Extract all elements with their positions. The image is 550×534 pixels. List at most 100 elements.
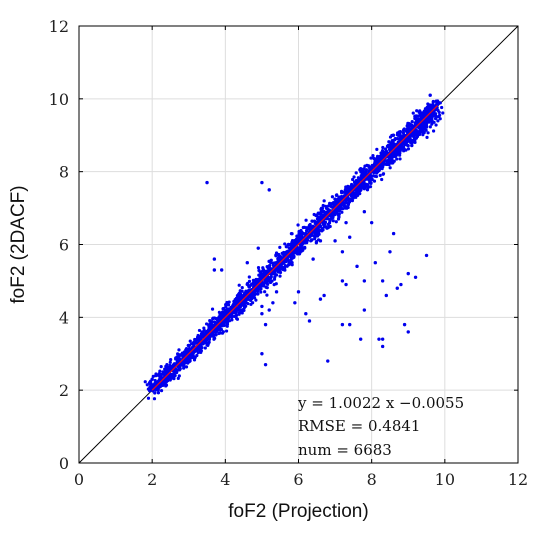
data-point <box>255 278 259 282</box>
data-point <box>421 127 426 131</box>
data-point <box>380 177 384 182</box>
data-point <box>260 311 264 316</box>
data-point <box>195 335 200 339</box>
data-point <box>300 242 304 247</box>
data-point <box>426 105 430 109</box>
data-point <box>267 264 271 269</box>
data-point <box>271 271 275 276</box>
data-point <box>318 212 322 216</box>
data-point <box>344 187 348 191</box>
data-point <box>271 301 275 305</box>
data-point <box>234 313 239 318</box>
data-point <box>165 362 169 367</box>
data-point <box>326 359 330 363</box>
data-point <box>262 272 267 277</box>
data-point <box>152 397 157 401</box>
data-point <box>342 204 346 208</box>
data-point <box>247 275 251 279</box>
data-point <box>221 312 225 316</box>
data-point <box>219 268 224 272</box>
data-point <box>355 264 359 269</box>
data-point <box>311 257 315 261</box>
data-point <box>326 217 330 221</box>
data-point <box>296 239 301 243</box>
data-point <box>290 232 294 236</box>
data-point <box>241 301 246 305</box>
data-point <box>249 298 253 302</box>
x-tick-label: 4 <box>220 470 230 489</box>
data-point <box>260 275 264 279</box>
data-point <box>321 228 325 232</box>
data-point <box>376 155 381 159</box>
data-point <box>146 396 151 400</box>
data-point <box>318 297 323 301</box>
data-point <box>190 355 195 360</box>
data-point <box>263 290 267 294</box>
data-point <box>416 114 420 118</box>
data-point <box>159 389 164 393</box>
y-axis-label: foF2 (2DACF) <box>8 185 29 303</box>
data-point <box>260 304 264 309</box>
data-point <box>304 311 308 316</box>
data-point <box>151 383 155 387</box>
data-point <box>182 366 186 370</box>
data-point <box>212 257 217 261</box>
data-point <box>172 370 176 374</box>
data-point <box>201 333 206 338</box>
data-point <box>283 242 287 246</box>
data-point <box>425 121 429 126</box>
data-point <box>388 135 393 139</box>
data-point <box>430 116 434 120</box>
data-point <box>250 282 254 286</box>
data-point <box>423 107 428 111</box>
data-point <box>177 374 181 378</box>
data-point <box>381 145 385 150</box>
data-point <box>406 136 410 140</box>
data-point <box>352 180 357 184</box>
data-point <box>436 119 440 123</box>
data-point <box>362 167 366 171</box>
x-tick-label: 6 <box>293 470 303 489</box>
data-point <box>273 275 277 279</box>
data-point <box>413 275 418 279</box>
data-point <box>326 204 331 208</box>
data-point <box>256 246 260 250</box>
data-point <box>205 180 209 185</box>
data-point <box>406 144 410 148</box>
data-point <box>267 268 271 272</box>
x-tick-label: 12 <box>508 470 528 489</box>
data-point <box>227 303 231 307</box>
data-point <box>230 318 234 322</box>
x-tick-label: 8 <box>367 470 377 489</box>
data-point <box>322 220 326 225</box>
data-point <box>274 261 279 265</box>
data-point <box>415 109 419 113</box>
data-point <box>158 369 162 373</box>
data-point <box>293 250 297 254</box>
data-point <box>436 108 440 113</box>
data-point <box>339 204 343 208</box>
data-point <box>362 181 367 186</box>
data-point <box>203 340 207 345</box>
data-point <box>351 195 355 199</box>
data-point <box>227 315 231 320</box>
data-point <box>344 220 348 225</box>
data-point <box>421 133 425 137</box>
data-point <box>278 270 283 275</box>
data-point <box>317 231 321 235</box>
data-point <box>407 139 411 143</box>
data-point <box>393 153 397 157</box>
fit-line-group <box>151 105 438 391</box>
data-point <box>351 184 355 189</box>
data-point <box>393 138 397 142</box>
data-point <box>282 261 286 265</box>
x-tick-label: 0 <box>74 470 84 489</box>
data-point <box>371 174 376 178</box>
data-point <box>219 322 224 327</box>
fit-line <box>151 105 438 391</box>
data-point <box>183 352 187 356</box>
data-point <box>322 293 326 298</box>
data-point <box>422 122 426 126</box>
data-point <box>410 119 414 124</box>
data-point <box>210 307 215 311</box>
